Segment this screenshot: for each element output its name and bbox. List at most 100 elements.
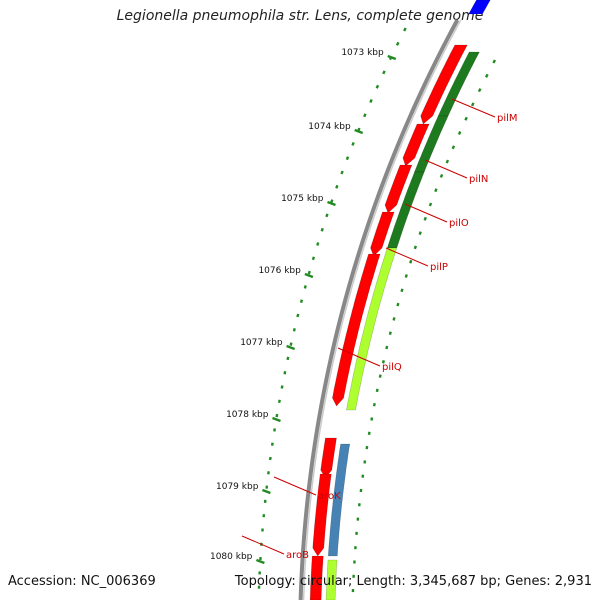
scale-tick-label: 1074 kbp <box>308 122 351 132</box>
scale-dot <box>382 70 386 75</box>
scale-dot <box>369 99 373 103</box>
scale-dot <box>316 242 320 246</box>
inner-dot <box>396 302 400 307</box>
gene-label-pilq: pilQ <box>382 362 402 373</box>
gene-leader-line <box>273 476 317 496</box>
inner-dot <box>385 345 389 350</box>
scale-ticks: 1073 kbp 1074 kbp 1075 kbp 1076 kbp 1077 kbp… <box>210 48 397 565</box>
scale-dot <box>299 299 304 304</box>
forward-gene <box>320 437 337 479</box>
backbone <box>298 19 462 600</box>
inner-dot <box>445 159 450 164</box>
inner-dot <box>388 331 392 335</box>
scale-dot <box>403 27 407 32</box>
gene-leader-line <box>404 203 448 223</box>
inner-dot <box>492 59 497 64</box>
gene-label-pilm: pilM <box>497 113 518 124</box>
scale-tick <box>286 344 296 351</box>
scale-dot <box>330 199 334 203</box>
inner-dot <box>434 188 438 193</box>
gene-leader-line <box>385 247 429 267</box>
scale-dot <box>340 170 344 175</box>
scale-tick-label: 1080 kbp <box>210 552 253 562</box>
forward-gene <box>312 473 332 557</box>
forward-gene <box>420 44 468 125</box>
reverse-gene <box>327 443 351 557</box>
gene-track <box>309 0 491 600</box>
gene-label-pilp: pilP <box>430 262 448 273</box>
scale-tick <box>261 488 271 495</box>
forward-gene <box>402 123 430 167</box>
scale-dot <box>320 227 324 232</box>
topology-summary: Topology: circular; Length: 3,345,687 bp… <box>234 574 592 589</box>
scale-dot <box>303 285 307 289</box>
scale-dot <box>311 256 316 261</box>
inner-dot <box>400 288 404 293</box>
scale-dot <box>296 313 300 318</box>
scale-tick-label: 1078 kbp <box>226 410 269 420</box>
backbone-arc <box>298 19 460 600</box>
gene-leader-line <box>241 535 285 555</box>
inner-dot <box>477 88 482 93</box>
scale-tick <box>327 200 336 207</box>
map-title: Legionella pneumophila str. Lens, comple… <box>116 8 484 24</box>
reverse-gene <box>325 559 338 600</box>
inner-dot <box>470 102 475 107</box>
inner-dot <box>392 317 396 321</box>
scale-dot <box>286 356 290 361</box>
inner-dot <box>372 402 376 407</box>
scale-dot <box>363 113 367 118</box>
inner-dot <box>370 417 374 421</box>
scale-dot <box>280 385 284 389</box>
inner-dot <box>451 145 456 150</box>
gene-leader-line <box>451 98 496 118</box>
inner-dot <box>404 274 408 278</box>
scale-tick <box>304 272 314 279</box>
inner-dot <box>367 431 371 435</box>
scale-dot <box>325 213 329 218</box>
scale-tick-label: 1073 kbp <box>341 48 384 58</box>
gene-leader-line <box>337 347 381 367</box>
top-feature <box>468 0 491 15</box>
scale-dot <box>289 342 293 346</box>
forward-gene <box>384 164 413 214</box>
scale-tick-label: 1079 kbp <box>216 482 259 492</box>
scale-tick <box>354 128 364 135</box>
scale-dot <box>283 370 287 375</box>
scale-tick-label: 1077 kbp <box>240 338 283 348</box>
gene-label-arok: aroK <box>318 491 341 502</box>
inner-dot <box>413 245 417 250</box>
forward-gene <box>309 555 324 600</box>
scale-dot <box>395 41 400 46</box>
forward-gene <box>332 253 381 407</box>
forward-gene <box>370 211 395 257</box>
inner-dot <box>439 173 444 178</box>
inner-dot <box>375 388 379 393</box>
gene-label-arob: aroB <box>286 550 309 561</box>
gene-label-piln: pilN <box>469 174 488 185</box>
inner-dot <box>381 360 385 364</box>
accession-text: Accession: NC_006369 <box>8 574 156 589</box>
scale-dot <box>335 184 339 189</box>
backbone-highlight <box>302 19 462 600</box>
gene-leader-line <box>424 159 468 179</box>
inner-dot <box>428 202 433 207</box>
scale-tick <box>255 558 265 565</box>
inner-dot <box>418 231 422 235</box>
inner-dot <box>464 116 468 121</box>
inner-dot <box>378 374 382 378</box>
tick-track <box>257 27 497 593</box>
reverse-gene <box>346 247 398 411</box>
inner-dot <box>457 131 462 135</box>
scale-dot <box>292 328 296 332</box>
scale-dot <box>307 270 311 275</box>
scale-dot <box>351 141 355 146</box>
scale-tick-label: 1075 kbp <box>281 194 324 204</box>
gene-labels: pilM pilN pilO pilP pilQ aroK aroB <box>241 98 518 561</box>
scale-dot <box>275 413 279 418</box>
scale-tick-label: 1076 kbp <box>258 266 301 276</box>
inner-dot <box>423 216 427 221</box>
scale-dot <box>277 399 281 404</box>
scale-tick <box>387 54 397 61</box>
